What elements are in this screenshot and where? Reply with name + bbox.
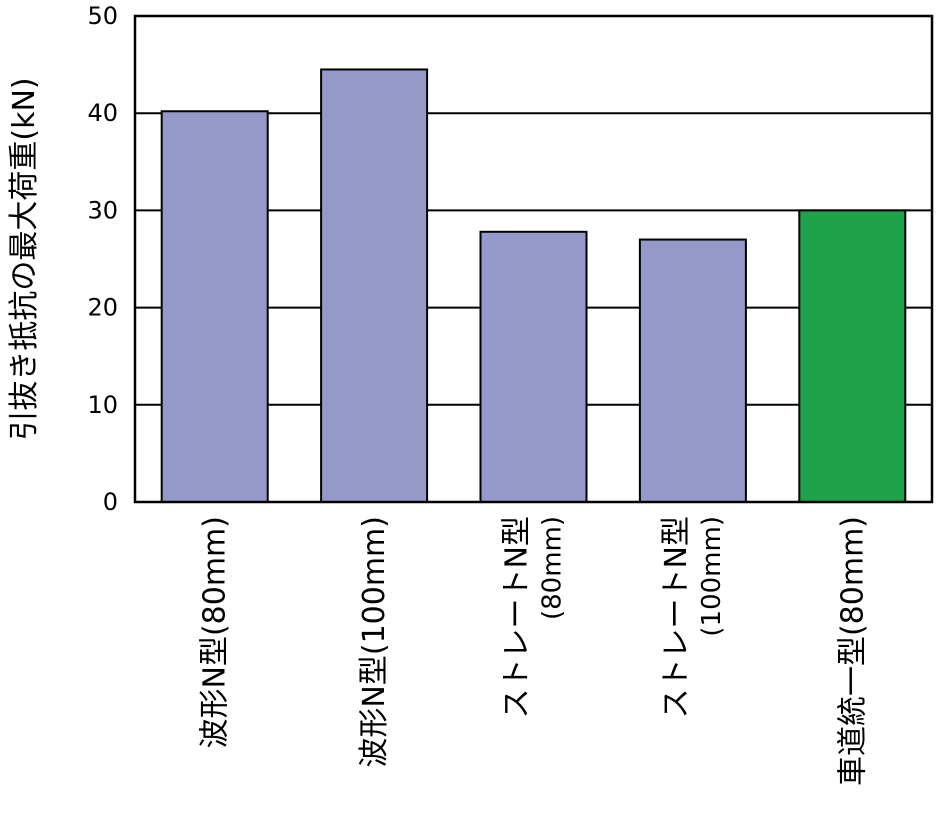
x-tick-label-line: 波形N型(100mm) (357, 516, 392, 768)
y-tick-label: 50 (87, 2, 118, 30)
y-tick-label: 30 (87, 196, 118, 224)
x-tick-label-line: 車道統一型(80mm) (835, 516, 870, 786)
bar-5 (798, 209, 907, 503)
plot-border (133, 14, 934, 504)
bar-2 (320, 68, 429, 504)
y-axis-title: 引抜き抵抗の最大荷重(kN) (7, 77, 42, 440)
y-tick-label: 20 (87, 294, 118, 322)
x-tick-label: 波形N型(80mm) (198, 516, 233, 748)
x-tick-label: ストレートN型 (100mm) (659, 516, 727, 718)
x-tick-label: 車道統一型(80mm) (835, 516, 870, 786)
x-tick-label-line: ストレートN型 (500, 516, 535, 718)
x-tick-label-line: (80mm) (538, 516, 568, 620)
bar-3 (479, 230, 588, 503)
bar-1 (160, 110, 269, 503)
bar-4 (638, 238, 747, 503)
x-tick-label-line: (100mm) (697, 516, 727, 637)
x-tick-label: ストレートN型 (80mm) (500, 516, 568, 718)
x-tick-label: 波形N型(100mm) (357, 516, 392, 768)
x-tick-label-line: 波形N型(80mm) (198, 516, 233, 748)
y-tick-label: 10 (87, 391, 118, 419)
y-tick-label: 0 (103, 488, 118, 516)
y-tick-label: 40 (87, 99, 118, 127)
x-tick-label-line: ストレートN型 (659, 516, 694, 718)
